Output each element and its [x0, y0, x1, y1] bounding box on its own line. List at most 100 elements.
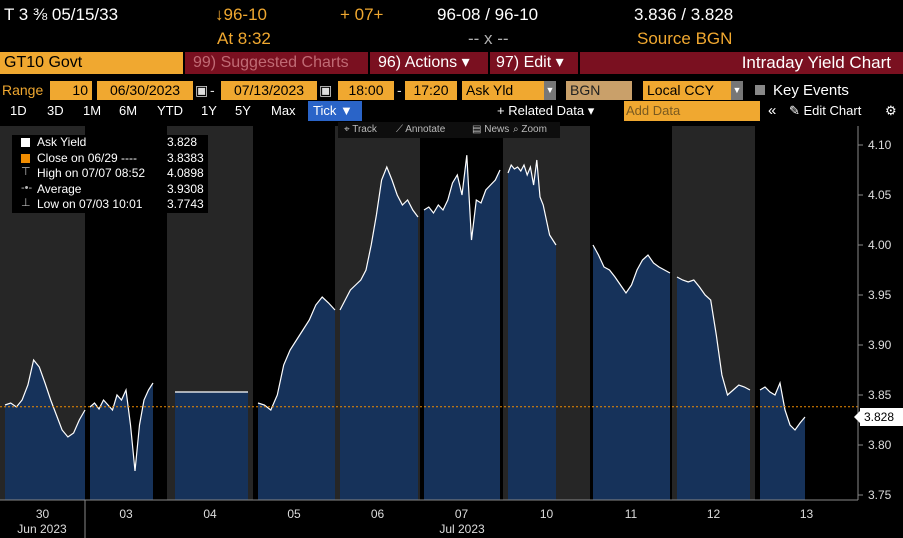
chevron-down-icon[interactable]: ▼: [731, 81, 743, 100]
key-events-checkbox[interactable]: [755, 85, 765, 95]
period-1y[interactable]: 1Y: [201, 103, 217, 118]
yield-line-03: [89, 382, 154, 472]
y-tick-label: 4.10: [868, 138, 892, 152]
legend-label: Average: [37, 181, 82, 196]
legend-label: Close on 06/29 ----: [37, 150, 138, 165]
legend-value: 3.828: [167, 135, 198, 149]
actions-menu-button[interactable]: 96) Actions ▾: [370, 52, 488, 74]
x-tick-label: 11: [625, 507, 638, 521]
y-tick-label: 3.80: [868, 438, 892, 452]
start-time-input[interactable]: 18:00: [338, 81, 394, 100]
period-1m[interactable]: 1M: [83, 103, 102, 118]
legend-value: 3.8383: [167, 150, 204, 165]
legend-label: Ask Yield: [37, 135, 87, 149]
chart-toolbar: ⌖ Track ⟋ Annotate ▤ News ⌕ Zoom: [338, 122, 560, 138]
legend-average[interactable]: -•- Average 3.9308: [12, 182, 208, 198]
source-field[interactable]: BGN: [566, 81, 632, 100]
y-tick-label: 3.75: [868, 488, 892, 502]
legend-high[interactable]: ⊤ High on 07/07 08:52 4.0898: [12, 166, 208, 182]
edit-chart-button[interactable]: ✎ Edit Chart: [789, 103, 862, 118]
legend-close[interactable]: Close on 06/29 ---- 3.8383: [12, 151, 208, 167]
legend-ask-yield[interactable]: Ask Yield 3.828: [12, 135, 208, 151]
edit-menu-button[interactable]: 97) Edit ▾: [490, 52, 578, 74]
price-source: Source BGN: [637, 29, 733, 48]
period-tick-selected[interactable]: Tick ▼: [308, 101, 362, 121]
x-tick-label: 07: [455, 507, 469, 521]
legend-label: Low on 07/03 10:01: [37, 197, 143, 211]
orange-swatch-icon: [21, 153, 30, 163]
last-value-tag: [860, 408, 903, 426]
yield-area-30: [5, 360, 85, 500]
end-time-input[interactable]: 17:20: [405, 81, 457, 100]
legend-low[interactable]: ⊥ Low on 07/03 10:01 3.7743: [12, 197, 208, 213]
legend-label: High on 07/07 08:52: [37, 166, 146, 180]
security-field[interactable]: GT10 Govt: [0, 52, 183, 74]
zoom-tool[interactable]: ⌕ Zoom: [513, 124, 547, 135]
collapse-icon[interactable]: «: [768, 102, 777, 119]
suggested-charts-button[interactable]: 99) Suggested Charts: [185, 52, 368, 74]
header-bar: GT10 Govt 99) Suggested Charts 96) Actio…: [0, 52, 903, 74]
related-data-button[interactable]: + Related Data ▾: [497, 103, 595, 118]
x-tick-label: 05: [287, 507, 301, 521]
period-max[interactable]: Max: [271, 103, 296, 118]
gear-icon[interactable]: ⚙: [885, 103, 897, 118]
security-name: T 3 ⅜ 05/15/33: [4, 5, 119, 24]
calendar-icon[interactable]: ▣: [319, 82, 333, 98]
last-value-pointer: [854, 411, 860, 423]
field-select[interactable]: Ask Yld: [462, 81, 544, 100]
high-marker-icon: ⊤: [21, 166, 31, 178]
ticker-bar: T 3 ⅜ 05/15/33 ↓96-10 At 8:32 + 07+ 96-0…: [0, 0, 903, 52]
annotate-tool[interactable]: ⟋ Annotate: [396, 124, 446, 135]
x-tick-label: 10: [540, 507, 554, 521]
yield-area-11: [593, 245, 670, 500]
key-events-label: Key Events: [773, 82, 849, 99]
track-tool[interactable]: ⌖ Track: [344, 124, 377, 135]
average-marker-icon: -•-: [21, 181, 33, 194]
y-tick-label: 4.00: [868, 238, 892, 252]
currency-select[interactable]: Local CCY: [643, 81, 731, 100]
bid-ask-size: -- x --: [468, 29, 509, 48]
news-tool[interactable]: ▤ News: [472, 124, 510, 135]
legend-value: 3.9308: [167, 181, 204, 196]
yield-line-07: [423, 155, 501, 241]
calendar-icon[interactable]: ▣: [195, 82, 209, 98]
y-tick-label: 3.85: [868, 388, 892, 402]
period-3d[interactable]: 3D: [47, 103, 64, 118]
yield-area-10: [508, 160, 556, 500]
yield-area-12: [677, 277, 750, 500]
range-dash: -: [210, 82, 215, 98]
start-date-input[interactable]: 06/30/2023: [97, 81, 193, 100]
price-change: ↓96-10: [215, 5, 267, 24]
period-ytd[interactable]: YTD: [157, 103, 183, 118]
end-date-input[interactable]: 07/13/2023: [221, 81, 317, 100]
legend-value: 4.0898: [167, 166, 204, 180]
period-5y[interactable]: 5Y: [235, 103, 251, 118]
net-change: + 07+: [340, 5, 384, 24]
change-time: At 8:32: [217, 29, 271, 48]
y-tick-label: 3.90: [868, 338, 892, 352]
period-bar: 1D 3D 1M 6M YTD 1Y 5Y Max Tick ▼ + Relat…: [0, 101, 903, 121]
x-month-label: Jul 2023: [439, 522, 485, 536]
last-value-label: 3.828: [864, 410, 894, 424]
yield-line-06: [339, 165, 419, 311]
legend-value: 3.7743: [167, 197, 204, 211]
yield-area-07: [424, 155, 500, 500]
period-6m[interactable]: 6M: [119, 103, 138, 118]
low-marker-icon: ⊥: [21, 197, 31, 209]
yield-area-13: [760, 383, 805, 500]
period-1d[interactable]: 1D: [10, 103, 27, 118]
add-data-input[interactable]: Add Data: [624, 101, 760, 121]
yield-area-06: [340, 167, 418, 500]
chart-legend: Ask Yield 3.828 Close on 06/29 ---- 3.83…: [12, 135, 208, 213]
white-swatch-icon: [21, 138, 30, 147]
chart-title: Intraday Yield Chart: [580, 52, 903, 74]
x-tick-label: 03: [119, 507, 133, 521]
yield-line-11: [592, 244, 671, 295]
yield-line-13: [759, 380, 806, 431]
y-tick-label: 3.95: [868, 288, 892, 302]
interval-input[interactable]: 10: [50, 81, 92, 100]
yield-line-12: [676, 276, 751, 397]
chevron-down-icon[interactable]: ▼: [544, 81, 556, 100]
x-tick-label: 06: [371, 507, 385, 521]
x-tick-label: 13: [800, 507, 814, 521]
